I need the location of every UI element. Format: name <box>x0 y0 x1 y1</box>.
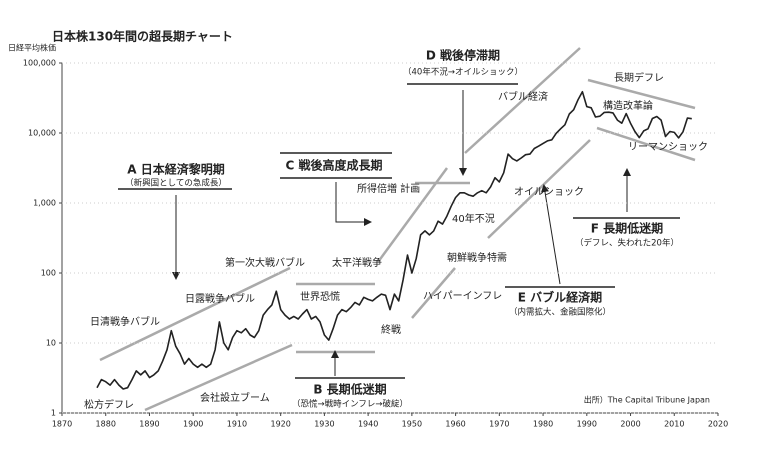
phase-title: D 戦後停滞期 <box>426 48 500 63</box>
event-label: 太平洋戦争 <box>332 256 382 269</box>
event-label: ハイパーインフレ <box>423 290 502 302</box>
event-label: 世界恐慌 <box>300 291 340 303</box>
phase-subtitle: （デフレ、失われた20年） <box>575 238 679 249</box>
event-label: 長期デフレ <box>614 71 664 84</box>
x-tick-label: 1990 <box>577 420 597 429</box>
y-tick-label: 100 <box>41 269 56 278</box>
y-tick-label: 1,000 <box>33 199 56 208</box>
phase-subtitle: （内需拡大、金融国際化） <box>509 307 611 318</box>
x-tick-label: 1930 <box>314 420 334 429</box>
x-tick-label: 1980 <box>533 420 553 429</box>
event-label: 構造改革論 <box>603 99 653 112</box>
source: 出所）The Capital Tribune Japan <box>584 395 710 405</box>
event-label: 40年不況 <box>452 212 495 225</box>
y-tick-label: 10 <box>46 339 56 348</box>
y-tick-label: 10,000 <box>28 129 56 138</box>
phase-title: B 長期低迷期 <box>313 382 386 397</box>
phase-title: A 日本経済黎明期 <box>127 162 224 177</box>
x-tick-label: 2020 <box>708 420 728 429</box>
arrows <box>172 90 631 376</box>
x-tick-label: 2010 <box>664 420 684 429</box>
x-tick-label: 1940 <box>358 420 378 429</box>
event-label: リーマンショック <box>628 141 708 153</box>
x-tick-label: 1970 <box>489 420 509 429</box>
x-tick-label: 1870 <box>52 420 72 429</box>
event-label: オイルショック <box>514 186 584 198</box>
event-label: 日清戦争バブル <box>90 315 160 328</box>
y-axis-label: 日経平均株価 <box>8 43 56 53</box>
x-tick-label: 1910 <box>227 420 247 429</box>
x-tick-label: 1890 <box>139 420 159 429</box>
event-label: 朝鮮戦争特需 <box>447 251 507 264</box>
event-label: 日露戦争バブル <box>185 292 255 305</box>
event-label: バブル経済 <box>498 90 548 103</box>
phase-subtitle: （恐慌→戦時インフレ→破綻） <box>292 399 408 410</box>
x-tick-label: 1920 <box>270 420 290 429</box>
y-tick-label: 100,000 <box>23 59 56 68</box>
phase-subtitle: （新興国としての急成長） <box>125 178 227 189</box>
x-tick-label: 2000 <box>620 420 640 429</box>
phase-title: F 長期低迷期 <box>591 221 663 236</box>
phase-subtitle: （40年不況→オイルショック） <box>403 67 523 78</box>
line-series <box>96 90 692 390</box>
chart-title: 日本株130年間の超長期チャート <box>52 29 233 44</box>
event-label: 松方デフレ <box>84 398 134 411</box>
event-label: 第一次大戦バブル <box>225 256 305 269</box>
event-label: 会社設立ブーム <box>200 391 270 404</box>
phase-title: E バブル経済期 <box>518 290 602 305</box>
event-label: 終戦 <box>381 323 401 336</box>
x-tick-label: 1960 <box>445 420 465 429</box>
phase-title: C 戦後高度成長期 <box>286 158 383 173</box>
x-tick-label: 1900 <box>183 420 203 429</box>
event-label: 所得倍増 計画 <box>357 182 420 195</box>
trend-channels <box>99 47 696 412</box>
y-tick-label: 1 <box>51 409 56 418</box>
x-tick-label: 1950 <box>402 420 422 429</box>
x-tick-label: 1880 <box>96 420 116 429</box>
phase-rules <box>118 83 680 379</box>
